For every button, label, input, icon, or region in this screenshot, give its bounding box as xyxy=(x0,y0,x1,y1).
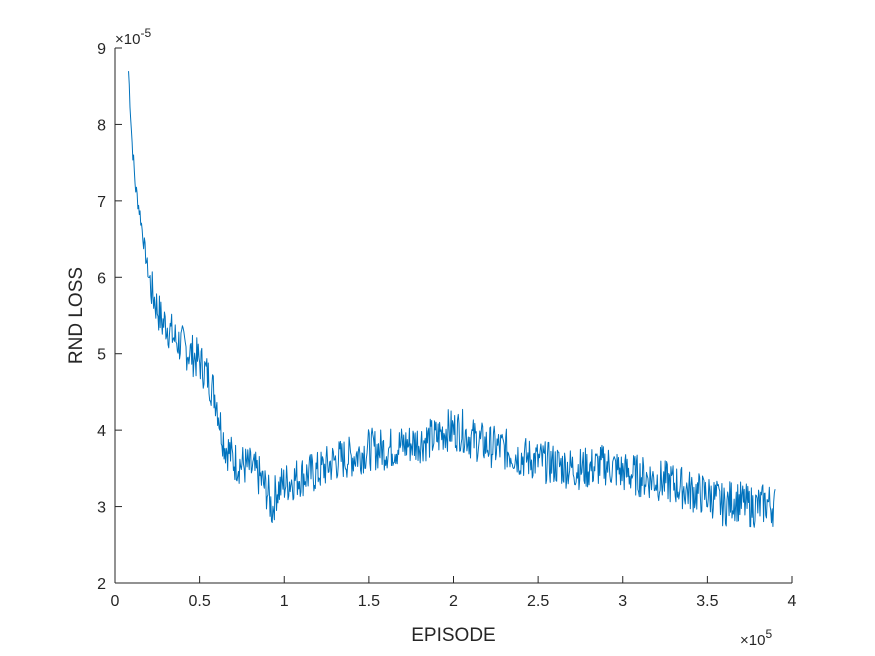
rnd-loss-series-line xyxy=(128,71,776,528)
y-tick-label: 7 xyxy=(97,194,106,211)
x-tick-label: 3 xyxy=(618,593,627,610)
y-tick-label: 8 xyxy=(97,117,106,134)
y-tick-label: 6 xyxy=(97,270,106,287)
x-tick-label: 1 xyxy=(280,593,289,610)
y-multiplier-exponent: -5 xyxy=(140,26,151,40)
y-tick-label: 3 xyxy=(97,500,106,517)
y-tick-label: 5 xyxy=(97,347,106,364)
plot-area xyxy=(128,71,776,528)
x-tick-label: 4 xyxy=(788,593,797,610)
x-tick-label: 0 xyxy=(111,593,120,610)
y-axis-multiplier: ×10-5 xyxy=(115,26,151,48)
x-multiplier-exponent: 5 xyxy=(765,627,772,641)
x-axis-label: EPISODE xyxy=(411,625,495,646)
x-tick-label: 2.5 xyxy=(527,593,549,610)
axes: 0 0.5 1 1.5 2 2.5 3 3.5 4 2 3 4 5 6 7 8 9 xyxy=(97,41,796,610)
x-tick-label: 0.5 xyxy=(189,593,211,610)
x-axis-ticks: 0 0.5 1 1.5 2 2.5 3 3.5 4 xyxy=(111,576,797,610)
x-tick-label: 1.5 xyxy=(358,593,380,610)
x-multiplier-base: ×10 xyxy=(740,632,765,649)
y-axis-label: RND LOSS xyxy=(66,267,87,364)
y-tick-label: 9 xyxy=(97,41,106,58)
y-tick-label: 4 xyxy=(97,423,106,440)
x-tick-label: 3.5 xyxy=(696,593,718,610)
x-axis-multiplier: ×105 xyxy=(740,627,772,649)
y-axis-ticks: 2 3 4 5 6 7 8 9 xyxy=(97,41,122,593)
y-multiplier-base: ×10 xyxy=(115,31,140,48)
y-tick-label: 2 xyxy=(97,576,106,593)
x-tick-label: 2 xyxy=(449,593,458,610)
